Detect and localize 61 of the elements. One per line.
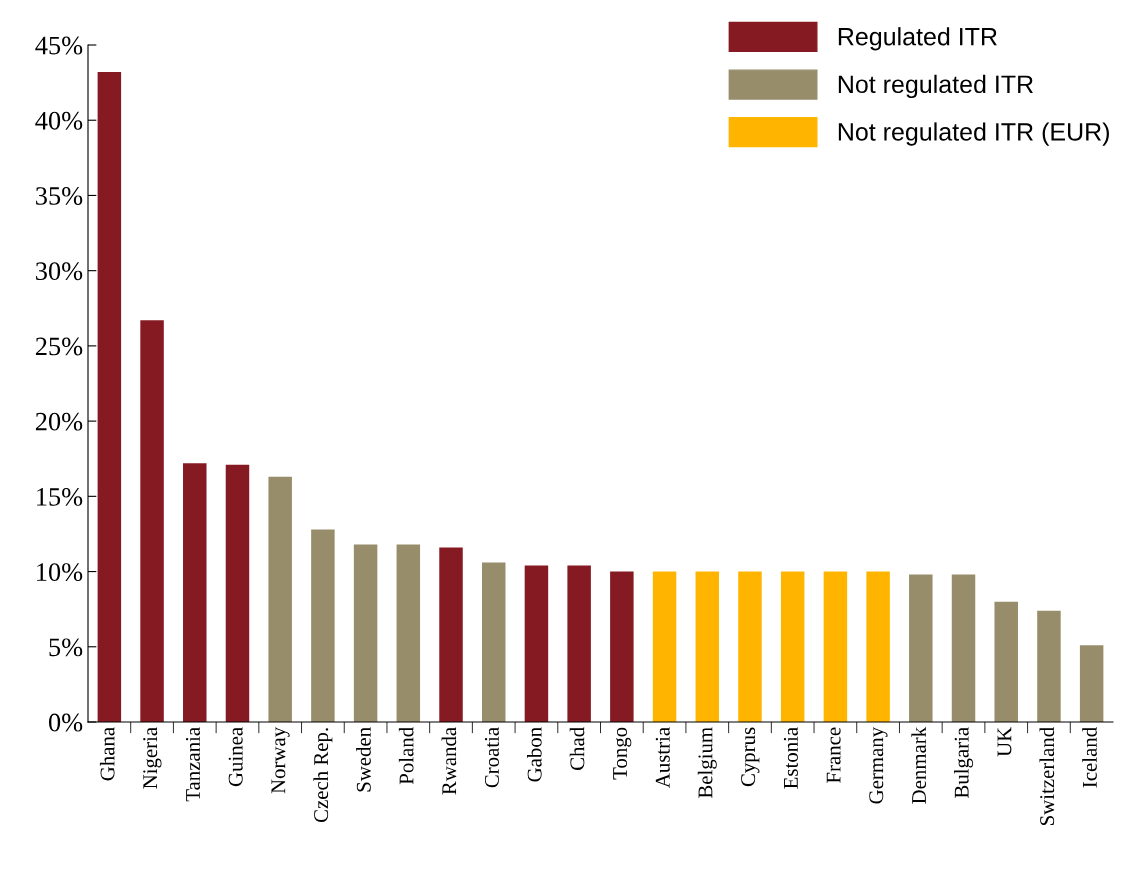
bar bbox=[567, 565, 591, 722]
y-tick-label: 5% bbox=[49, 638, 83, 657]
x-tick-label: UK bbox=[997, 727, 1012, 757]
x-tick-label: Austria bbox=[655, 727, 670, 788]
bar bbox=[396, 544, 421, 722]
bar bbox=[994, 601, 1018, 722]
x-tick-label: Tanzania bbox=[185, 727, 200, 802]
x-tick-label: Gabon bbox=[526, 727, 542, 782]
x-tick-label: Cyprus bbox=[741, 727, 760, 787]
x-tick-label: Tongo bbox=[613, 727, 632, 780]
bar bbox=[183, 463, 207, 722]
bar bbox=[311, 529, 335, 722]
x-tick-label: Denmark bbox=[911, 726, 927, 804]
y-tick-label: 35% bbox=[36, 187, 83, 205]
bar bbox=[353, 544, 378, 722]
x-tick-label: Iceland bbox=[1082, 727, 1097, 788]
bar bbox=[780, 571, 805, 722]
x-tick-label: Estonia bbox=[783, 727, 798, 789]
y-tick-label: 15% bbox=[37, 487, 83, 506]
bar bbox=[909, 574, 933, 722]
bar bbox=[1037, 610, 1061, 722]
bar bbox=[951, 574, 976, 722]
x-tick-label: Ghana bbox=[99, 727, 115, 781]
x-tick-label: Rwanda bbox=[441, 727, 457, 795]
x-tick-label: Poland bbox=[398, 727, 414, 785]
bar bbox=[866, 571, 890, 722]
x-tick-label: Bulgaria bbox=[954, 727, 973, 798]
bar bbox=[823, 571, 848, 722]
x-tick-label: Norway bbox=[271, 726, 290, 794]
bar bbox=[695, 571, 720, 722]
y-tick-label: 25% bbox=[35, 337, 83, 356]
bar bbox=[268, 476, 292, 722]
bar bbox=[225, 464, 250, 722]
x-tick-label: Germany bbox=[869, 726, 888, 804]
x-tick-label: Czech Rep. bbox=[313, 728, 333, 823]
bar bbox=[481, 562, 506, 722]
bar bbox=[97, 72, 122, 722]
y-tick-label: 20% bbox=[35, 412, 83, 431]
x-tick-label: Guinea bbox=[228, 727, 243, 787]
bar bbox=[652, 571, 677, 722]
bar bbox=[610, 571, 634, 722]
bar bbox=[738, 571, 762, 722]
x-tick-label: Belgium bbox=[697, 727, 717, 799]
legend-label: Not regulated ITR (EUR) bbox=[838, 122, 1109, 146]
x-tick-label: Nigeria bbox=[143, 727, 162, 789]
bar bbox=[439, 547, 463, 722]
bar bbox=[1079, 645, 1104, 722]
legend-label: Not regulated ITR bbox=[838, 74, 1033, 99]
y-tick-label: 0% bbox=[48, 713, 83, 732]
x-tick-label: Switzerland bbox=[1039, 727, 1055, 825]
x-tick-label: Sweden bbox=[356, 727, 371, 792]
y-tick-label: 10% bbox=[37, 563, 83, 582]
y-tick-label: 45% bbox=[35, 36, 83, 55]
x-tick-label: France bbox=[826, 727, 841, 783]
bar bbox=[140, 320, 164, 722]
y-tick-label: 30% bbox=[36, 262, 83, 281]
legend-label: Regulated ITR bbox=[838, 27, 997, 51]
y-tick-label: 40% bbox=[35, 111, 83, 130]
x-tick-label: Chad bbox=[569, 727, 585, 770]
bar bbox=[524, 565, 549, 722]
x-tick-label: Croatia bbox=[484, 727, 499, 788]
